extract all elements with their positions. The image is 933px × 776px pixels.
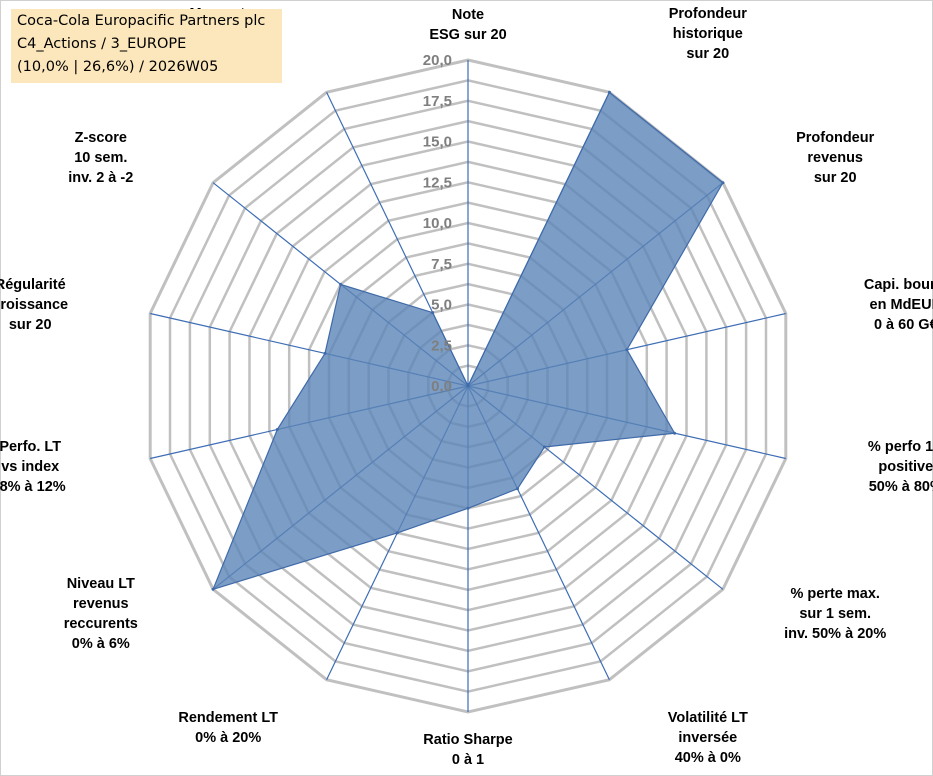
axis-label-line: sur 1 sem. — [799, 606, 872, 623]
axis-label-line: sur 20 — [813, 169, 857, 186]
axis-label-line: Ratio Sharpe — [423, 732, 513, 748]
axis-label: Capi. bours. en MdEUR 0 à 60 G€ — [811, 275, 933, 335]
axis-label-line: % perfo 1A — [867, 439, 933, 456]
axis-label: Niveau LT revenus reccurents 0% à 6% — [6, 574, 196, 654]
axis-label-line: reccurents — [63, 616, 138, 633]
data-point — [431, 311, 435, 315]
axis-label: Perfo. LT vs index -8% à 12% — [0, 437, 125, 497]
data-point — [275, 428, 279, 431]
tick-label: 15,0 — [423, 134, 452, 151]
data-point — [395, 531, 399, 535]
chart-title-box: Coca-Cola Europacific Partners plc C4_Ac… — [11, 9, 282, 83]
tick-label: 17,5 — [423, 93, 452, 110]
axis-label-line: positive — [878, 459, 933, 476]
axis-label-line: sur 20 — [686, 46, 730, 63]
axis-label-line: -8% à 12% — [0, 479, 66, 496]
axis-label-line: Régularité — [0, 276, 66, 293]
axis-label-line: Note — [451, 7, 485, 23]
axis-label-line: 40% à 0% — [674, 749, 741, 766]
data-point — [211, 587, 215, 591]
axis-label-line: 0% à 20% — [195, 729, 262, 746]
axis-label-line: 0% à 6% — [71, 636, 130, 653]
axis-label-line: revenus — [807, 149, 863, 166]
data-point — [625, 348, 629, 352]
axis-label: Volatilité LT inversée 40% à 0% — [613, 708, 803, 768]
data-point — [607, 90, 611, 94]
axis-label: Note ESG sur 20 — [373, 5, 563, 45]
tick-layer: 0,0 2,5 5,0 7,5 10,0 12,5 15,0 17,5 20,0 — [423, 52, 452, 395]
data-point — [721, 181, 725, 185]
axis-label: Rendement LT 0% à 20% — [133, 708, 323, 748]
axis-label-line: inv. 2 à -2 — [68, 169, 134, 186]
axis-label-line: 10 sem. — [74, 149, 128, 166]
tick-label: 20,0 — [423, 52, 452, 69]
axis-label-line: Perfo. LT — [0, 439, 62, 456]
axis-label-line: historique — [672, 26, 743, 43]
axis-label-line: vs index — [1, 459, 60, 476]
axis-label-line: inversée — [678, 729, 738, 746]
axis-label-line: 0 à 1 — [451, 752, 485, 768]
data-point — [466, 506, 470, 510]
axis-label-line: inv. 50% à 20% — [784, 626, 887, 643]
axis-label-line: 0 à 60 G€ — [873, 316, 933, 333]
tick-label: 5,0 — [431, 297, 452, 314]
axis-label: Z-score 10 sem. inv. 2 à -2 — [6, 128, 196, 188]
performance-stats: (10,0% | 26,6%) / 2026W05 — [17, 59, 219, 75]
axis-label-line: Rendement LT — [178, 709, 278, 726]
axis-label-line: 50% à 80% — [868, 479, 933, 496]
tick-label: 2,5 — [431, 337, 452, 354]
data-point — [516, 487, 519, 491]
axis-label-line: Profondeur — [796, 129, 875, 146]
data-point — [466, 384, 470, 388]
axis-label-line: croissance — [0, 296, 69, 313]
axis-label-line: ESG sur 20 — [429, 27, 507, 43]
axis-label-line: Volatilité LT — [667, 709, 748, 726]
data-point — [543, 445, 546, 449]
axis-label-line: revenus — [72, 596, 129, 613]
axis-label-line: Capi. bours. — [863, 276, 933, 293]
axis-label-line: % perte max. — [790, 586, 880, 603]
tick-label: 10,0 — [423, 215, 452, 232]
axis-label-line: Z-score — [74, 129, 127, 146]
tick-label: 7,5 — [431, 256, 452, 273]
data-point — [323, 351, 327, 355]
data-point — [673, 431, 677, 435]
axis-label: % perfo 1A positive 50% à 80% — [811, 437, 933, 497]
portfolio-name: C4_Actions / 3_EUROPE — [17, 36, 187, 52]
axis-label-line: en MdEUR — [869, 296, 933, 313]
tick-label: 12,5 — [423, 174, 452, 191]
axis-label: Ratio Sharpe 0 à 1 — [373, 730, 563, 770]
axis-label-line: Profondeur — [668, 6, 747, 23]
axis-label: Profondeur historique sur 20 — [613, 4, 803, 64]
axis-label-line: sur 20 — [8, 316, 52, 333]
company-name: Coca-Cola Europacific Partners plc — [17, 13, 266, 29]
series-layer — [211, 90, 725, 591]
data-point — [339, 282, 343, 286]
tick-label: 0,0 — [431, 378, 452, 395]
axis-label: Profondeur revenus sur 20 — [740, 128, 930, 188]
axis-label: Régularité croissance sur 20 — [0, 275, 125, 335]
axis-label: % perte max. sur 1 sem. inv. 50% à 20% — [740, 584, 930, 644]
axis-label-line: Niveau LT — [66, 576, 135, 593]
